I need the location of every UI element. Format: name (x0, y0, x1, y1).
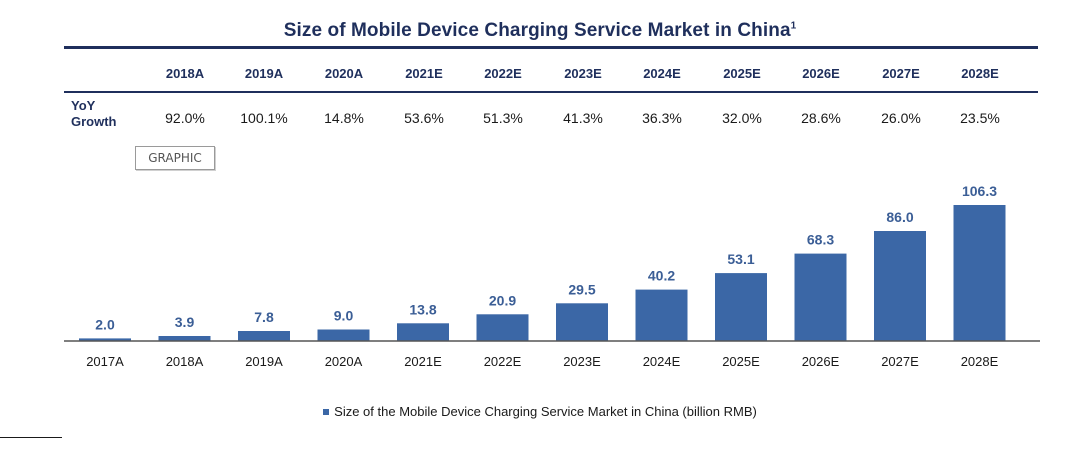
legend-swatch (323, 408, 330, 415)
data-label-2026e: 68.3 (807, 232, 834, 248)
yoy-value-2024e: 36.3% (642, 110, 682, 126)
yoy-value-2022e: 51.3% (483, 110, 523, 126)
bar-2020a (317, 329, 370, 341)
chart-title: Size of Mobile Device Charging Service M… (0, 20, 1080, 42)
x-tick-label-2022e: 2022E (484, 354, 522, 369)
table-header-2022e: 2022E (484, 66, 522, 81)
bar-2026e (794, 253, 847, 341)
yoy-value-2019a: 100.1% (240, 110, 288, 126)
table-header-2024e: 2024E (643, 66, 681, 81)
bar-2024e (635, 289, 688, 341)
bar-2021e (397, 323, 449, 341)
bar-2017a (79, 338, 131, 341)
yoy-value-2027e: 26.0% (881, 110, 921, 126)
yoy-growth-label-line1: YoY (71, 98, 96, 113)
yoy-value-2023e: 41.3% (563, 110, 603, 126)
table-header-2026e: 2026E (802, 66, 840, 81)
yoy-value-2018a: 92.0% (165, 110, 205, 126)
x-tick-label-2024e: 2024E (643, 354, 681, 369)
data-label-2017a: 2.0 (95, 316, 115, 332)
x-tick-label-2019a: 2019A (245, 354, 283, 369)
chart-legend: Size of the Mobile Device Charging Servi… (0, 404, 1080, 419)
table-header-2021e: 2021E (405, 66, 443, 81)
table-header-2027e: 2027E (882, 66, 920, 81)
x-tick-label-2017a: 2017A (86, 354, 124, 369)
title-footnote-marker: 1 (790, 20, 797, 32)
x-tick-label-2028e: 2028E (961, 354, 999, 369)
x-tick-label-2020a: 2020A (325, 354, 363, 369)
yoy-growth-label: YoY Growth (71, 98, 117, 130)
data-label-2021e: 13.8 (409, 301, 436, 317)
graphic-placeholder-label: GRAPHIC (135, 146, 215, 170)
data-label-2025e: 53.1 (727, 251, 754, 267)
table-header-2020a: 2020A (324, 66, 364, 81)
x-tick-label-2026e: 2026E (802, 354, 840, 369)
table-header-2028e: 2028E (961, 66, 999, 81)
yoy-value-2021e: 53.6% (404, 110, 444, 126)
bar-2022e (476, 314, 529, 341)
footnote-rule (0, 437, 62, 438)
table-header-rule (64, 91, 1038, 93)
table-header-2019a: 2019A (244, 66, 284, 81)
legend-label: Size of the Mobile Device Charging Servi… (334, 404, 757, 419)
x-tick-label-2021e: 2021E (404, 354, 442, 369)
x-tick-label-2023e: 2023E (563, 354, 601, 369)
x-tick-label-2018a: 2018A (166, 354, 204, 369)
yoy-growth-label-line2: Growth (71, 114, 117, 129)
yoy-value-2028e: 23.5% (960, 110, 1000, 126)
data-label-2019a: 7.8 (254, 309, 274, 325)
yoy-value-2026e: 28.6% (801, 110, 841, 126)
bar-2023e (556, 303, 608, 341)
bar-2027e (874, 231, 926, 341)
data-label-2027e: 86.0 (886, 209, 913, 225)
yoy-value-2025e: 32.0% (722, 110, 762, 126)
yoy-value-2020a: 14.8% (324, 110, 364, 126)
data-label-2020a: 9.0 (334, 308, 354, 324)
data-label-2023e: 29.5 (568, 281, 595, 297)
bar-2018a (158, 336, 211, 341)
table-header-2018a: 2018A (165, 66, 205, 81)
data-label-2028e: 106.3 (962, 183, 997, 199)
data-label-2018a: 3.9 (175, 314, 195, 330)
chart-title-text: Size of Mobile Device Charging Service M… (283, 20, 791, 41)
data-label-2024e: 40.2 (648, 268, 675, 284)
table-top-rule (64, 46, 1038, 49)
bar-2028e (953, 205, 1006, 341)
table-header-2025e: 2025E (723, 66, 761, 81)
x-tick-label-2027e: 2027E (881, 354, 919, 369)
data-label-2022e: 20.9 (489, 292, 516, 308)
bar-2019a (238, 331, 290, 341)
table-header-2023e: 2023E (564, 66, 602, 81)
x-tick-label-2025e: 2025E (722, 354, 760, 369)
bar-2025e (715, 273, 767, 341)
